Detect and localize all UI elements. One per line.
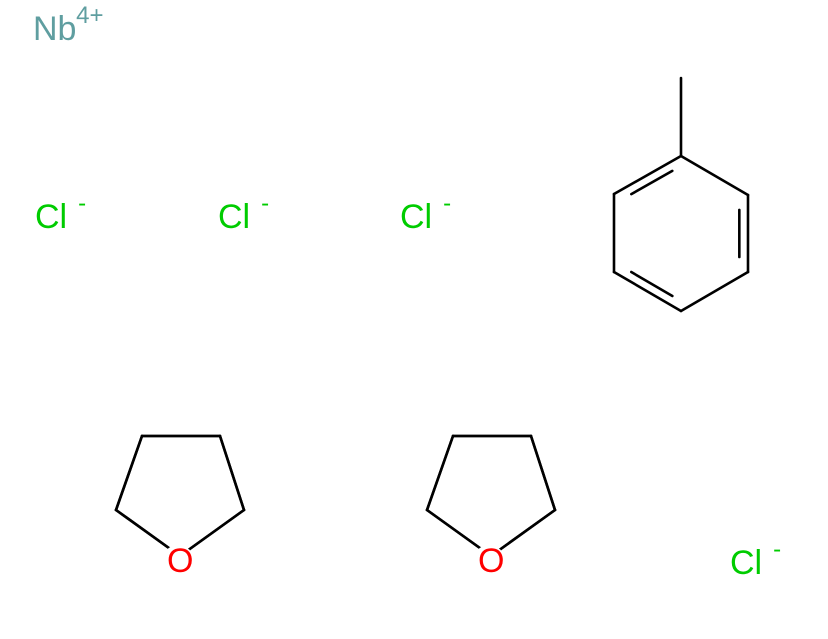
- canvas-bg: [0, 0, 828, 639]
- charge-label: -: [261, 190, 269, 217]
- oxygen-label: O: [167, 542, 193, 580]
- element-label: Cl: [35, 198, 67, 236]
- element-label: Cl: [218, 198, 250, 236]
- charge-label: 4+: [76, 2, 103, 29]
- element-label: Cl: [400, 198, 432, 236]
- charge-label: -: [773, 536, 781, 563]
- element-label: Cl: [730, 544, 762, 582]
- oxygen-label: O: [478, 542, 504, 580]
- charge-label: -: [443, 190, 451, 217]
- charge-label: -: [78, 190, 86, 217]
- element-label: Nb: [33, 10, 76, 48]
